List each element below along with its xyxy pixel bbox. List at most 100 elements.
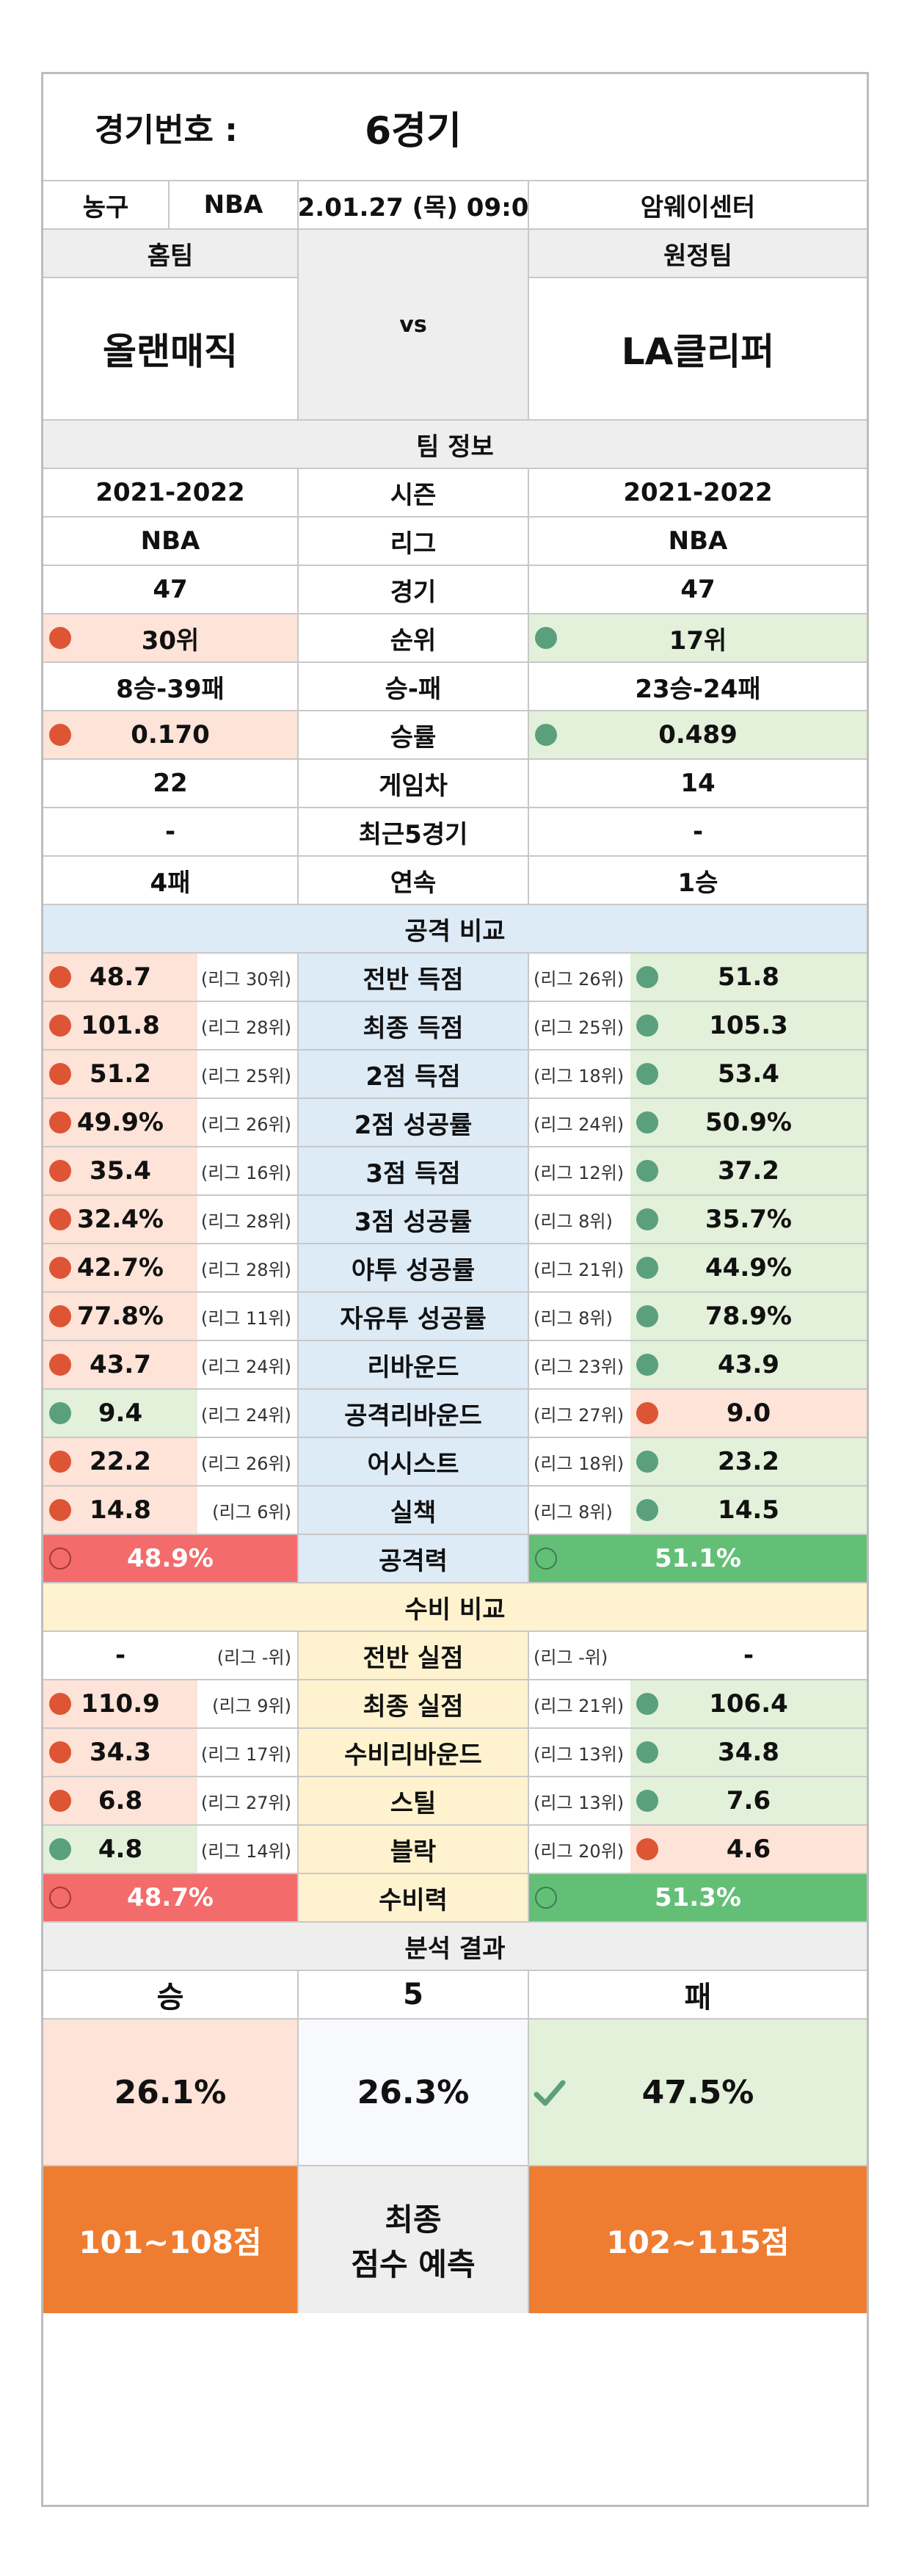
predict-label-1: 최종 bbox=[385, 2202, 442, 2238]
away-indicator-icon bbox=[535, 724, 557, 746]
away-value: NBA bbox=[668, 526, 728, 556]
away-stat: 9.0 bbox=[726, 1398, 771, 1428]
home-indicator-icon bbox=[49, 1305, 71, 1327]
home-stat: 4.8 bbox=[98, 1835, 143, 1864]
away-indicator-icon bbox=[636, 1451, 658, 1473]
away-stat: 23.2 bbox=[718, 1447, 779, 1476]
check-icon bbox=[534, 2080, 566, 2106]
defense-row: - (리그 -위) 전반 실점 (리그 -위) - bbox=[43, 1632, 867, 1680]
away-indicator-icon bbox=[636, 1499, 658, 1521]
defense-row: 110.9 (리그 9위) 최종 실점 (리그 21위) 106.4 bbox=[43, 1680, 867, 1729]
row-label: 리그 bbox=[299, 518, 529, 566]
lose-probability: 47.5% bbox=[641, 2073, 754, 2111]
stat-label: 최종 실점 bbox=[299, 1680, 529, 1729]
home-stat: - bbox=[114, 1641, 126, 1670]
away-value: 17위 bbox=[669, 625, 727, 656]
stat-label: 실책 bbox=[299, 1487, 529, 1535]
home-value: - bbox=[164, 817, 176, 846]
row-label: 순위 bbox=[299, 614, 529, 663]
home-stat: 35.4 bbox=[90, 1156, 151, 1186]
away-league-rank: (리그 24위) bbox=[529, 1099, 630, 1147]
stat-label: 스틸 bbox=[299, 1777, 529, 1826]
away-indicator-icon bbox=[636, 1790, 658, 1812]
stat-label: 3점 성공률 bbox=[299, 1196, 529, 1244]
away-stat: 14.5 bbox=[718, 1495, 779, 1525]
home-indicator-icon bbox=[49, 627, 71, 649]
team-info-row: - 최근5경기 - bbox=[43, 808, 867, 857]
team-info-header: 팀 정보 bbox=[43, 421, 867, 469]
home-league-rank: (리그 24위) bbox=[197, 1390, 299, 1438]
away-indicator-icon bbox=[636, 1354, 658, 1376]
home-stat: 51.2 bbox=[90, 1059, 151, 1089]
away-stat: 37.2 bbox=[718, 1156, 779, 1186]
away-defense-power: 51.3% bbox=[655, 1883, 741, 1912]
home-stat: 9.4 bbox=[98, 1398, 143, 1428]
home-indicator-icon bbox=[49, 1257, 71, 1279]
away-league-rank: (리그 8위) bbox=[529, 1487, 630, 1535]
stat-label: 어시스트 bbox=[299, 1438, 529, 1487]
attack-header: 공격 비교 bbox=[43, 905, 867, 954]
away-stat: 4.6 bbox=[726, 1835, 771, 1864]
away-value: 23승-24패 bbox=[635, 674, 761, 704]
attack-row: 42.7% (리그 28위) 야투 성공률 (리그 21위) 44.9% bbox=[43, 1244, 867, 1293]
home-indicator-icon bbox=[49, 1693, 71, 1715]
home-stat: 42.7% bbox=[77, 1253, 164, 1282]
away-stat: 35.7% bbox=[705, 1205, 792, 1234]
away-indicator-icon bbox=[636, 1111, 658, 1133]
home-stat: 6.8 bbox=[98, 1786, 143, 1815]
team-info-row: 2021-2022 시즌 2021-2022 bbox=[43, 469, 867, 518]
home-stat: 43.7 bbox=[90, 1350, 151, 1379]
home-league-rank: (리그 25위) bbox=[197, 1051, 299, 1099]
home-indicator-icon bbox=[49, 724, 71, 746]
away-indicator-icon bbox=[535, 1548, 557, 1570]
away-league-rank: (리그 25위) bbox=[529, 1002, 630, 1051]
score-prediction-row: 101~108점 최종 점수 예측 102~115점 bbox=[43, 2166, 867, 2313]
home-score-range: 101~108점 bbox=[43, 2166, 299, 2313]
home-value: 4패 bbox=[150, 868, 191, 898]
away-value: 2021-2022 bbox=[623, 478, 773, 507]
away-league-rank: (리그 12위) bbox=[529, 1147, 630, 1196]
home-stat: 22.2 bbox=[90, 1447, 151, 1476]
row-label: 최근5경기 bbox=[299, 808, 529, 857]
home-league-rank: (리그 26위) bbox=[197, 1438, 299, 1487]
away-label: 원정팀 bbox=[529, 230, 867, 278]
home-indicator-icon bbox=[49, 1887, 71, 1909]
win-probability: 26.1% bbox=[43, 2020, 299, 2166]
home-league-rank: (리그 26위) bbox=[197, 1099, 299, 1147]
away-stat: 50.9% bbox=[705, 1108, 792, 1137]
home-indicator-icon bbox=[49, 1741, 71, 1763]
game-number-label: 경기번호 : bbox=[95, 112, 238, 149]
home-value: 8승-39패 bbox=[116, 674, 225, 704]
away-attack-power: 51.1% bbox=[655, 1544, 741, 1573]
home-indicator-icon bbox=[49, 1015, 71, 1037]
row-label: 경기 bbox=[299, 566, 529, 614]
away-indicator-icon bbox=[636, 1208, 658, 1230]
probability-row: 26.1% 26.3% 47.5% bbox=[43, 2020, 867, 2166]
team-info-row: 30위 순위 17위 bbox=[43, 614, 867, 663]
away-value: 47 bbox=[680, 575, 716, 604]
away-stat: 78.9% bbox=[705, 1302, 792, 1331]
home-stat: 32.4% bbox=[77, 1205, 164, 1234]
team-info-row: 8승-39패 승-패 23승-24패 bbox=[43, 663, 867, 711]
away-league-rank: (리그 13위) bbox=[529, 1777, 630, 1826]
match-datetime: 22.01.27 (목) 09:00 bbox=[299, 181, 529, 230]
away-value: 0.489 bbox=[658, 720, 738, 750]
stat-label: 리바운드 bbox=[299, 1341, 529, 1390]
away-league-rank: (리그 20위) bbox=[529, 1826, 630, 1874]
stat-label: 3점 득점 bbox=[299, 1147, 529, 1196]
attack-power-row: 48.9% 공격력 51.1% bbox=[43, 1535, 867, 1583]
home-value: 0.170 bbox=[131, 720, 210, 750]
stat-label: 공격리바운드 bbox=[299, 1390, 529, 1438]
home-league-rank: (리그 17위) bbox=[197, 1729, 299, 1777]
home-league-rank: (리그 16위) bbox=[197, 1147, 299, 1196]
away-value: 1승 bbox=[677, 868, 718, 898]
draw-probability: 26.3% bbox=[299, 2020, 529, 2166]
home-indicator-icon bbox=[49, 1499, 71, 1521]
away-indicator-icon bbox=[535, 627, 557, 649]
row-label: 시즌 bbox=[299, 469, 529, 518]
away-indicator-icon bbox=[636, 1838, 658, 1860]
attack-row: 43.7 (리그 24위) 리바운드 (리그 23위) 43.9 bbox=[43, 1341, 867, 1390]
home-value: 47 bbox=[153, 575, 188, 604]
attack-row: 77.8% (리그 11위) 자유투 성공률 (리그 8위) 78.9% bbox=[43, 1293, 867, 1341]
home-indicator-icon bbox=[49, 1402, 71, 1424]
